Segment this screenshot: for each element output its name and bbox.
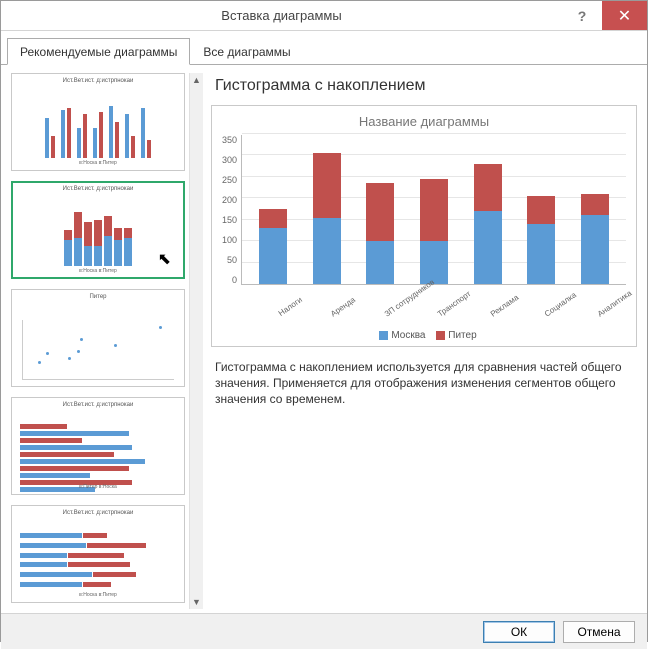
window-title: Вставка диаграммы xyxy=(1,8,562,23)
chart-plot-area xyxy=(241,135,626,285)
tab-recommended[interactable]: Рекомендуемые диаграммы xyxy=(7,38,190,65)
ok-button[interactable]: ОК xyxy=(483,621,555,643)
close-button[interactable]: ✕ xyxy=(602,1,647,30)
chart-title: Название диаграммы xyxy=(222,114,626,129)
tab-bar: Рекомендуемые диаграммы Все диаграммы xyxy=(1,31,647,65)
chart-thumb-stacked-column[interactable]: Ист.Вет.ист. д:истрпнокаи в:Носка в:Пите… xyxy=(11,181,185,279)
chart-description: Гистограмма с накоплением используется д… xyxy=(215,359,633,408)
tab-all[interactable]: Все диаграммы xyxy=(190,38,303,65)
chart-thumb-clustered-bar[interactable]: Ист.Вет.ист. д:истрпнокаи в:Питер в:Носк… xyxy=(11,397,185,495)
scroll-down-icon[interactable]: ▼ xyxy=(192,597,201,607)
chart-thumb-stacked-bar[interactable]: Ист.Вет.ист. д:истрпнокаи в:Носка в:Пите… xyxy=(11,505,185,603)
cancel-button[interactable]: Отмена xyxy=(563,621,635,643)
chart-type-title: Гистограмма с накоплением xyxy=(215,77,637,95)
chart-legend: Москва Питер xyxy=(222,330,626,341)
chart-thumb-clustered-column[interactable]: Ист.Вет.ист. д:истрпнокаи xyxy=(11,73,185,171)
chart-preview: Название диаграммы 350 300 250 200 150 1… xyxy=(211,105,637,347)
preview-panel: Гистограмма с накоплением Название диагр… xyxy=(211,73,637,609)
legend-swatch-2 xyxy=(436,331,445,340)
legend-swatch-1 xyxy=(379,331,388,340)
titlebar: Вставка диаграммы ? ✕ xyxy=(1,1,647,31)
y-axis: 350 300 250 200 150 100 50 0 xyxy=(222,135,241,285)
scroll-up-icon[interactable]: ▲ xyxy=(192,75,201,85)
x-axis: НалогиАрендаЗП сотрудниковТранспортРекла… xyxy=(252,287,626,306)
chart-thumb-scatter[interactable]: Питер xyxy=(11,289,185,387)
help-button[interactable]: ? xyxy=(562,1,602,30)
thumbnail-scrollbar[interactable]: ▲ ▼ xyxy=(189,73,203,609)
dialog-footer: ОК Отмена xyxy=(1,613,647,649)
thumbnail-panel: Ист.Вет.ист. д:истрпнокаи xyxy=(11,73,189,609)
